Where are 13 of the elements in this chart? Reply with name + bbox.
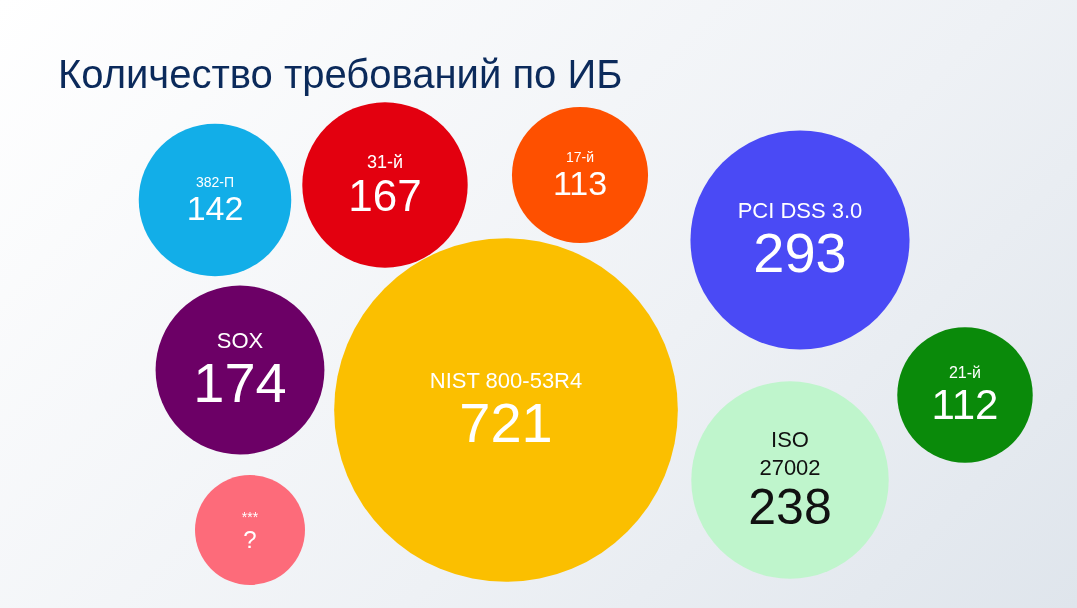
data-label: 142 [186,189,244,228]
data-label: 167 [348,170,422,220]
data-label: 112 [931,380,999,428]
data-label: 238 [748,479,832,536]
data-label: ? [243,525,257,553]
category-label: 382-П [195,173,235,190]
category-label: 31-й [366,151,404,172]
category-label: 21-й [948,364,982,382]
category-label: ISO 27002 [759,426,821,481]
data-label: 113 [552,164,608,203]
category-label: *** [241,508,259,525]
text: Количество требований по ИБ [58,52,623,97]
category-label: 17-й [565,148,595,165]
